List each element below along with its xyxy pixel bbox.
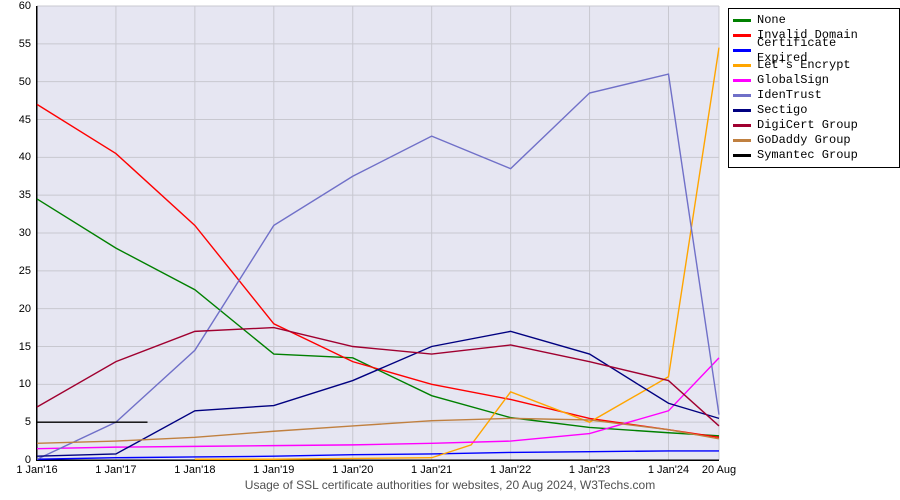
x-tick-label: 1 Jan'16 xyxy=(16,460,57,476)
y-tick-label: 5 xyxy=(25,416,37,428)
y-tick-label: 45 xyxy=(19,114,37,126)
y-tick-label: 60 xyxy=(19,0,37,12)
x-tick-label: 1 Jan'19 xyxy=(253,460,294,476)
y-tick-label: 10 xyxy=(19,378,37,390)
x-tick-label: 1 Jan'17 xyxy=(95,460,136,476)
legend-swatch xyxy=(733,139,751,142)
x-tick-label: 1 Jan'20 xyxy=(332,460,373,476)
series-line xyxy=(37,331,719,456)
legend-label: GlobalSign xyxy=(757,73,829,88)
legend-item: Symantec Group xyxy=(733,148,893,163)
legend-swatch xyxy=(733,94,751,97)
x-tick-label: 1 Jan'24 xyxy=(648,460,689,476)
y-tick-label: 25 xyxy=(19,265,37,277)
legend-swatch xyxy=(733,19,751,22)
x-tick-label: 1 Jan'18 xyxy=(174,460,215,476)
legend: NoneInvalid DomainCertificate ExpiredLet… xyxy=(728,8,900,168)
x-tick-label: 1 Jan'23 xyxy=(569,460,610,476)
legend-swatch xyxy=(733,64,751,67)
series-line xyxy=(37,328,719,426)
y-tick-label: 20 xyxy=(19,303,37,315)
y-tick-label: 50 xyxy=(19,76,37,88)
legend-item: DigiCert Group xyxy=(733,118,893,133)
chart-container: 0510152025303540455055601 Jan'161 Jan'17… xyxy=(0,0,900,500)
x-tick-label: 1 Jan'21 xyxy=(411,460,452,476)
legend-swatch xyxy=(733,49,751,52)
x-tick-label: 20 Aug xyxy=(702,460,736,476)
plot-svg xyxy=(37,6,719,460)
y-tick-label: 30 xyxy=(19,227,37,239)
legend-label: GoDaddy Group xyxy=(757,133,851,148)
legend-item: None xyxy=(733,13,893,28)
y-tick-label: 40 xyxy=(19,151,37,163)
legend-label: Let's Encrypt xyxy=(757,58,851,73)
legend-label: Sectigo xyxy=(757,103,807,118)
chart-caption: Usage of SSL certificate authorities for… xyxy=(0,478,900,492)
y-tick-label: 35 xyxy=(19,189,37,201)
plot-area: 0510152025303540455055601 Jan'161 Jan'17… xyxy=(36,6,719,461)
legend-swatch xyxy=(733,109,751,112)
legend-item: GoDaddy Group xyxy=(733,133,893,148)
legend-swatch xyxy=(733,154,751,157)
legend-item: IdenTrust xyxy=(733,88,893,103)
legend-swatch xyxy=(733,124,751,127)
legend-swatch xyxy=(733,34,751,37)
y-tick-label: 15 xyxy=(19,341,37,353)
legend-label: None xyxy=(757,13,786,28)
legend-swatch xyxy=(733,79,751,82)
x-tick-label: 1 Jan'22 xyxy=(490,460,531,476)
series-line xyxy=(37,74,719,459)
legend-item: Certificate Expired xyxy=(733,43,893,58)
legend-label: DigiCert Group xyxy=(757,118,858,133)
legend-item: Sectigo xyxy=(733,103,893,118)
legend-item: GlobalSign xyxy=(733,73,893,88)
legend-label: IdenTrust xyxy=(757,88,822,103)
y-tick-label: 55 xyxy=(19,38,37,50)
legend-label: Symantec Group xyxy=(757,148,858,163)
